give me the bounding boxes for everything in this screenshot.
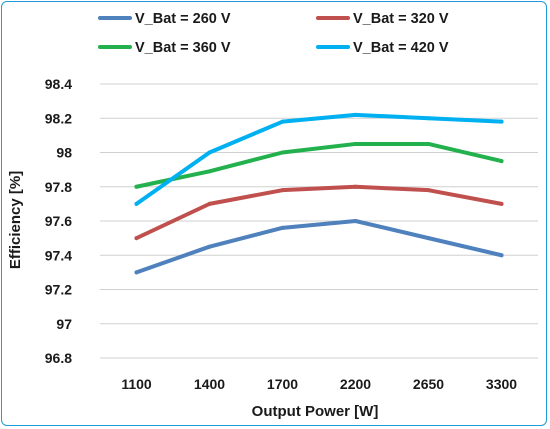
x-axis-title: Output Power [W] xyxy=(252,403,379,420)
series-line xyxy=(134,112,504,206)
data-point xyxy=(353,141,358,146)
data-point xyxy=(353,184,358,189)
series-lines xyxy=(134,112,504,275)
y-tick-label: 98 xyxy=(56,145,72,161)
series-line xyxy=(134,141,504,189)
data-point xyxy=(134,236,139,241)
y-tick-label: 97 xyxy=(56,316,72,332)
y-axis-title: Efficiency [%] xyxy=(7,171,24,269)
x-tick-label: 2200 xyxy=(340,376,371,392)
x-axis-ticks: 1100 1400 1700 2200 2650 3300 xyxy=(121,376,517,392)
y-tick-label: 98.2 xyxy=(45,110,72,126)
data-point xyxy=(280,188,285,193)
y-tick-label: 97.4 xyxy=(45,247,72,263)
x-tick-label: 1100 xyxy=(121,376,152,392)
data-point xyxy=(499,253,504,258)
y-tick-label: 97.8 xyxy=(45,179,72,195)
grid-lines xyxy=(100,83,538,359)
x-tick-label: 1700 xyxy=(267,376,298,392)
x-tick-label: 3300 xyxy=(486,376,517,392)
data-point xyxy=(499,201,504,206)
legend-label: V_Bat = 260 V xyxy=(135,11,231,27)
data-point xyxy=(207,150,212,155)
y-tick-label: 97.6 xyxy=(45,213,72,229)
legend: V_Bat = 260 V V_Bat = 320 V V_Bat = 360 V V… xyxy=(98,11,449,56)
data-point xyxy=(426,236,431,241)
y-tick-label: 96.8 xyxy=(45,350,72,366)
x-tick-label: 1400 xyxy=(194,376,225,392)
data-point xyxy=(280,225,285,230)
data-point xyxy=(353,112,358,117)
data-point xyxy=(426,116,431,121)
data-point xyxy=(280,119,285,124)
legend-label: V_Bat = 320 V xyxy=(353,11,449,27)
y-tick-label: 98.4 xyxy=(45,76,72,92)
legend-label: V_Bat = 420 V xyxy=(353,40,449,56)
data-point xyxy=(134,184,139,189)
x-tick-label: 2650 xyxy=(413,376,444,392)
data-point xyxy=(207,201,212,206)
data-point xyxy=(499,159,504,164)
data-point xyxy=(134,270,139,275)
data-point xyxy=(353,219,358,223)
y-axis-ticks: 96.8 97 97.2 97.4 97.6 97.8 98 98.2 98.4 xyxy=(45,76,72,366)
data-point xyxy=(207,244,212,249)
data-point xyxy=(134,201,139,206)
series-line xyxy=(134,219,504,275)
data-point xyxy=(426,188,431,193)
series-line xyxy=(134,184,504,241)
data-point xyxy=(426,141,431,146)
data-point xyxy=(499,119,504,124)
data-point xyxy=(207,169,212,174)
y-tick-label: 97.2 xyxy=(45,282,72,298)
legend-label: V_Bat = 360 V xyxy=(135,40,231,56)
data-point xyxy=(280,150,285,155)
